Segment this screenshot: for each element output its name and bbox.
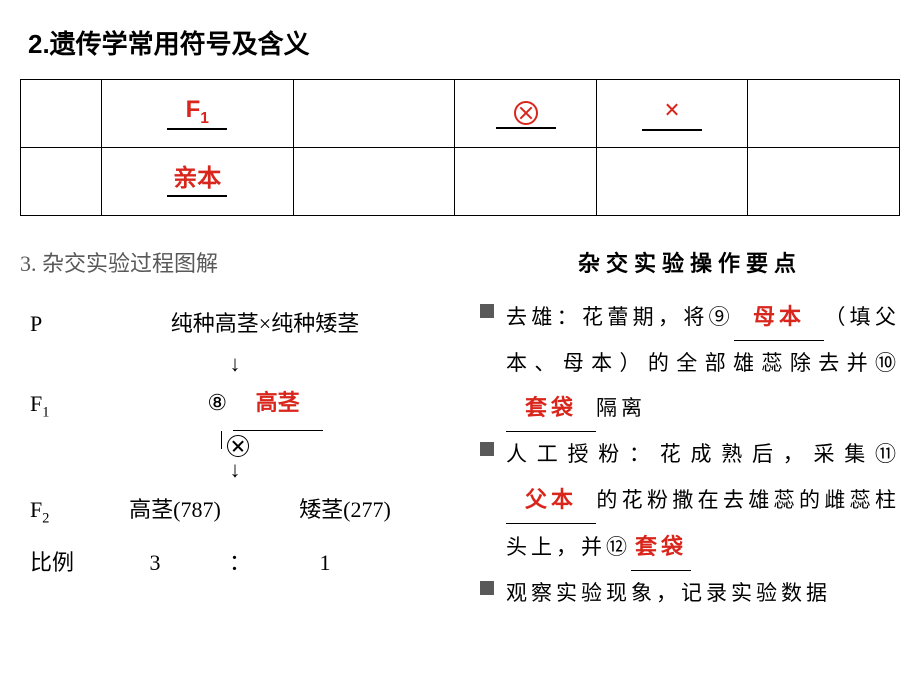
item1-answer2: 套袋 <box>506 385 596 432</box>
cross-symbol: × <box>642 96 702 131</box>
item1-text-c: 隔离 <box>596 396 646 420</box>
square-bullet-icon <box>480 442 494 456</box>
p-label: P <box>30 298 90 351</box>
bullet-item-1: 去雄：花蕾期，将⑨母本（填父本、母本）的全部雄蕊除去并⑩套袋隔离 <box>480 294 900 432</box>
section3-title: 3. 杂交实验过程图解 <box>20 246 440 278</box>
table-row: F1 × <box>21 80 900 148</box>
cell-r2c1 <box>21 148 102 216</box>
item2-text-a: 人工授粉：花成熟后，采集⑪ <box>506 442 900 466</box>
f2-row: F2 高茎(787) 矮茎(277) <box>30 484 440 537</box>
parent-label: 亲本 <box>167 166 227 196</box>
bullet-item-3: 观察实验现象，记录实验数据 <box>480 571 900 615</box>
p-row: P 纯种高茎×纯种矮茎 <box>30 298 440 351</box>
f1-label: F1 <box>30 378 90 431</box>
bullet-item-2: 人工授粉：花成熟后，采集⑪父本的花粉撒在去雄蕊的雌蕊柱头上，并⑫套袋 <box>480 432 900 570</box>
f2-label: F2 <box>30 484 90 537</box>
cell-r1c5: × <box>596 80 748 148</box>
cell-r2c3 <box>293 148 455 216</box>
cell-r2c6 <box>748 148 900 216</box>
left-column: 3. 杂交实验过程图解 P 纯种高茎×纯种矮茎 ↓ F1 ⑧ 高茎 ↓ F2 高… <box>20 246 440 615</box>
cell-r1c4 <box>455 80 596 148</box>
cell-r2c2: 亲本 <box>101 148 293 216</box>
self-cross-icon <box>227 435 249 457</box>
item3-text: 观察实验现象，记录实验数据 <box>506 581 831 605</box>
cell-r1c3 <box>293 80 455 148</box>
arrow-down-icon: ↓ <box>230 457 241 482</box>
circled-x-icon <box>514 101 538 125</box>
cell-r1c2: F1 <box>101 80 293 148</box>
section-title: 2.遗传学常用符号及含义 <box>28 24 900 61</box>
f1-content: ⑧ 高茎 <box>90 377 440 431</box>
item1-text-a: 去雄：花蕾期，将⑨ <box>506 305 734 329</box>
f1-row: F1 ⑧ 高茎 <box>30 377 440 431</box>
f1-answer: 高茎 <box>233 377 323 431</box>
x-icon: × <box>664 95 680 126</box>
square-bullet-icon <box>480 304 494 318</box>
cell-r2c4 <box>455 148 596 216</box>
f2-right: 矮茎(277) <box>260 484 430 537</box>
right-title: 杂交实验操作要点 <box>480 246 900 278</box>
ratio-colon: ： <box>220 537 260 590</box>
f1-symbol: F1 <box>167 97 227 131</box>
self-cross-row: ↓ <box>30 431 440 484</box>
f2-left: 高茎(787) <box>90 484 260 537</box>
item1-answer1: 母本 <box>734 294 824 341</box>
self-cross-symbol <box>496 98 556 128</box>
symbols-table: F1 × 亲本 <box>20 79 900 216</box>
ratio-right: 1 <box>260 537 390 590</box>
ratio-label: 比例 <box>30 537 90 590</box>
f1-number: ⑧ <box>207 390 227 415</box>
p-text: 纯种高茎×纯种矮茎 <box>90 298 440 351</box>
ratio-left: 3 <box>90 537 220 590</box>
cell-r1c6 <box>748 80 900 148</box>
f1-text: F1 <box>186 96 209 123</box>
right-column: 杂交实验操作要点 去雄：花蕾期，将⑨母本（填父本、母本）的全部雄蕊除去并⑩套袋隔… <box>480 246 900 615</box>
table-row: 亲本 <box>21 148 900 216</box>
ratio-row: 比例 3 ： 1 <box>30 537 440 590</box>
cell-r2c5 <box>596 148 748 216</box>
cell-r1c1 <box>21 80 102 148</box>
arrow-down-icon: ↓ <box>30 351 440 377</box>
square-bullet-icon <box>480 581 494 595</box>
item2-answer2: 套袋 <box>631 524 691 571</box>
item2-answer1: 父本 <box>506 477 596 524</box>
cross-diagram: P 纯种高茎×纯种矮茎 ↓ F1 ⑧ 高茎 ↓ F2 高茎(787) 矮茎(27… <box>30 298 440 589</box>
